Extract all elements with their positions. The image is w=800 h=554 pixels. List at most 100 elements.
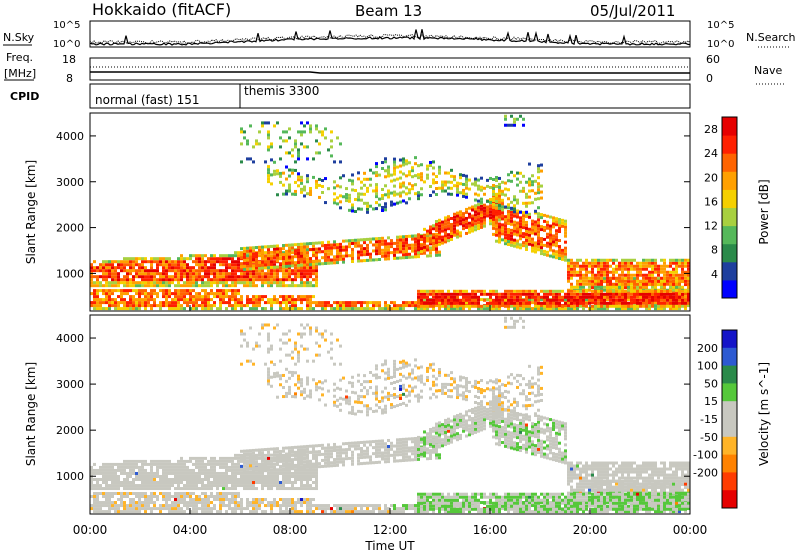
power-cell bbox=[594, 282, 597, 286]
velocity-cell bbox=[150, 507, 153, 511]
power-cell bbox=[621, 307, 624, 311]
velocity-cell bbox=[177, 474, 180, 478]
velocity-cell bbox=[237, 484, 240, 488]
power-cell bbox=[522, 217, 525, 221]
power-cell bbox=[294, 243, 297, 247]
power-cell bbox=[246, 142, 249, 146]
velocity-cell bbox=[105, 501, 108, 505]
power-cell bbox=[231, 281, 234, 285]
power-cell bbox=[177, 260, 180, 264]
power-cell bbox=[594, 298, 597, 302]
power-cell bbox=[480, 204, 483, 208]
velocity-cell bbox=[111, 478, 114, 482]
power-cell bbox=[189, 295, 192, 299]
velocity-cell bbox=[171, 465, 174, 469]
power-cell bbox=[564, 258, 567, 262]
power-cell bbox=[555, 301, 558, 305]
power-cell bbox=[663, 273, 666, 277]
power-cell bbox=[624, 267, 627, 271]
power-cell bbox=[642, 295, 645, 299]
power-cell bbox=[639, 292, 642, 296]
power-cell bbox=[519, 216, 522, 220]
power-cell bbox=[591, 289, 594, 293]
velocity-cell bbox=[207, 462, 210, 466]
power-cell bbox=[489, 200, 492, 204]
noise-panel: N.Sky 10^5 10^0 10^5 10^0 N.Search bbox=[3, 20, 796, 50]
power-cell bbox=[546, 298, 549, 302]
power-cell bbox=[258, 275, 261, 279]
power-cell bbox=[612, 270, 615, 274]
power-cell bbox=[270, 182, 273, 186]
power-cell bbox=[159, 263, 162, 267]
power-cell bbox=[525, 204, 528, 208]
power-cell bbox=[681, 276, 684, 280]
power-cell bbox=[408, 197, 411, 201]
velocity-cell bbox=[225, 468, 228, 472]
power-cell bbox=[387, 251, 390, 255]
power-cell bbox=[255, 266, 258, 270]
power-cell bbox=[645, 276, 648, 280]
power-cell bbox=[609, 289, 612, 293]
velocity-cell bbox=[240, 329, 243, 333]
velocity-cell bbox=[177, 459, 180, 463]
power-cell bbox=[402, 244, 405, 248]
power-cell bbox=[621, 285, 624, 289]
power-cell bbox=[447, 236, 450, 240]
power-cell bbox=[318, 183, 321, 187]
power-cell bbox=[222, 260, 225, 264]
velocity-cell bbox=[186, 487, 189, 491]
power-cell bbox=[300, 242, 303, 246]
power-cell bbox=[159, 289, 162, 293]
power-cell bbox=[465, 216, 468, 220]
power-cell bbox=[621, 270, 624, 274]
power-cell bbox=[237, 260, 240, 264]
power-cell bbox=[573, 292, 576, 296]
power-cell bbox=[420, 187, 423, 191]
power-cell bbox=[393, 304, 396, 308]
power-cell bbox=[648, 295, 651, 299]
velocity-cell bbox=[195, 507, 198, 511]
power-cell bbox=[546, 304, 549, 308]
power-cell bbox=[306, 281, 309, 285]
power-cell bbox=[582, 295, 585, 299]
power-cell bbox=[423, 298, 426, 302]
power-cell bbox=[378, 243, 381, 247]
power-cell bbox=[468, 187, 471, 191]
power-cell bbox=[378, 203, 381, 207]
power-cell bbox=[219, 281, 222, 285]
power-cell bbox=[432, 242, 435, 246]
power-cell bbox=[201, 266, 204, 270]
power-cell bbox=[315, 304, 318, 308]
power-cell bbox=[444, 298, 447, 302]
power-cell bbox=[228, 284, 231, 288]
power-cell bbox=[510, 243, 513, 247]
velocity-cell bbox=[201, 465, 204, 469]
power-cell bbox=[240, 142, 243, 146]
power-cell bbox=[108, 269, 111, 273]
power-cell bbox=[471, 217, 474, 221]
power-cell bbox=[174, 272, 177, 276]
power-cell bbox=[645, 280, 648, 284]
power-cell bbox=[561, 289, 564, 293]
power-cell bbox=[279, 262, 282, 266]
power-cell bbox=[300, 248, 303, 252]
velocity-cell bbox=[165, 507, 168, 511]
power-cell bbox=[495, 292, 498, 296]
noise-panel-frame bbox=[89, 20, 691, 48]
power-cell bbox=[561, 221, 564, 225]
power-cell bbox=[537, 307, 540, 311]
power-cell bbox=[336, 301, 339, 305]
power-cell bbox=[288, 278, 291, 282]
velocity-cell bbox=[105, 498, 108, 502]
power-cell bbox=[336, 252, 339, 256]
power-cell bbox=[549, 304, 552, 308]
power-cell bbox=[123, 301, 126, 305]
power-cell bbox=[129, 260, 132, 264]
power-cell bbox=[333, 201, 336, 205]
power-cell bbox=[192, 304, 195, 308]
power-cell bbox=[312, 175, 315, 179]
power-cell bbox=[315, 127, 318, 131]
power-cell bbox=[264, 160, 267, 164]
power-cell bbox=[438, 221, 441, 225]
power-cell bbox=[366, 186, 369, 190]
